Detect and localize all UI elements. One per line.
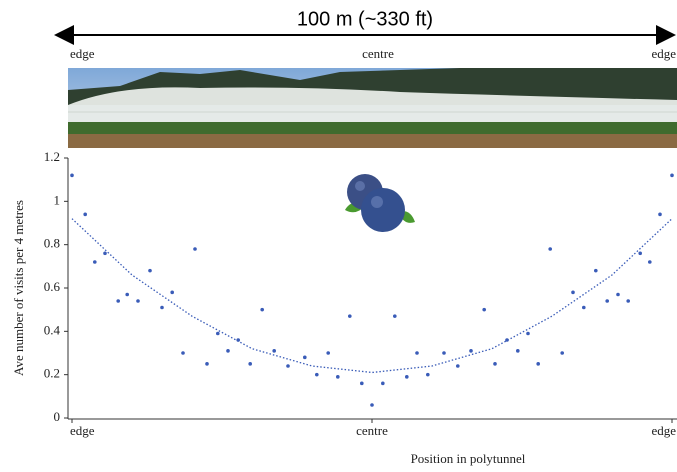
point xyxy=(125,292,129,297)
y-tick-label: 0 xyxy=(54,409,61,424)
point xyxy=(248,362,252,366)
x-tick-label: centre xyxy=(356,423,388,438)
point xyxy=(536,362,540,366)
y-tick-label: 1 xyxy=(54,192,61,207)
point xyxy=(415,351,419,355)
point xyxy=(493,362,497,366)
point xyxy=(70,173,74,178)
point xyxy=(405,375,409,379)
point xyxy=(658,212,662,217)
point xyxy=(93,260,97,264)
point xyxy=(260,307,265,312)
scale-label: 100 m (~330 ft) xyxy=(297,8,433,30)
point xyxy=(226,349,230,353)
point xyxy=(381,381,385,386)
point xyxy=(181,351,185,355)
point xyxy=(272,349,277,353)
point xyxy=(103,251,107,256)
point xyxy=(393,314,397,318)
point xyxy=(582,305,586,310)
point xyxy=(670,173,674,178)
point xyxy=(303,355,307,360)
point xyxy=(205,362,209,366)
y-tick-label: 0.8 xyxy=(44,236,60,251)
scale-position: edge xyxy=(70,46,95,61)
point xyxy=(236,338,240,342)
point xyxy=(136,299,140,303)
x-axis-label: Position in polytunnel xyxy=(411,451,526,466)
point xyxy=(605,299,609,303)
point xyxy=(170,290,174,295)
point xyxy=(370,403,374,407)
point xyxy=(216,331,220,336)
point xyxy=(160,305,164,310)
y-axis-label: Ave number of visits per 4 metres xyxy=(11,200,26,376)
x-tick-label: edge xyxy=(651,423,676,438)
scale-position: edge xyxy=(651,46,676,61)
point xyxy=(148,268,152,273)
point xyxy=(526,331,530,336)
point xyxy=(571,290,575,295)
x-tick-label: edge xyxy=(70,423,95,438)
point xyxy=(426,372,430,377)
point xyxy=(83,212,87,217)
point xyxy=(326,351,331,355)
y-tick-label: 0.4 xyxy=(44,322,61,337)
point xyxy=(442,351,446,355)
point xyxy=(360,381,364,386)
blueberry-icon xyxy=(345,174,415,232)
scale-position: centre xyxy=(362,46,394,61)
point xyxy=(193,247,197,251)
point xyxy=(516,349,520,353)
point xyxy=(505,338,509,342)
trend-line xyxy=(71,218,673,374)
point xyxy=(560,351,564,355)
point xyxy=(482,307,487,312)
point xyxy=(456,364,460,368)
point xyxy=(315,372,319,377)
y-tick-label: 0.6 xyxy=(44,279,61,294)
point xyxy=(616,292,620,297)
point xyxy=(594,268,598,273)
point xyxy=(348,314,352,318)
point xyxy=(116,299,120,303)
point xyxy=(638,251,642,256)
point xyxy=(336,375,340,379)
point xyxy=(548,247,552,251)
point xyxy=(626,299,630,303)
y-tick-label: 0.2 xyxy=(44,366,60,381)
point xyxy=(648,260,652,264)
point xyxy=(469,349,473,353)
polytunnel-photo xyxy=(68,68,677,148)
y-tick-label: 1.2 xyxy=(44,149,60,164)
point xyxy=(286,364,290,368)
